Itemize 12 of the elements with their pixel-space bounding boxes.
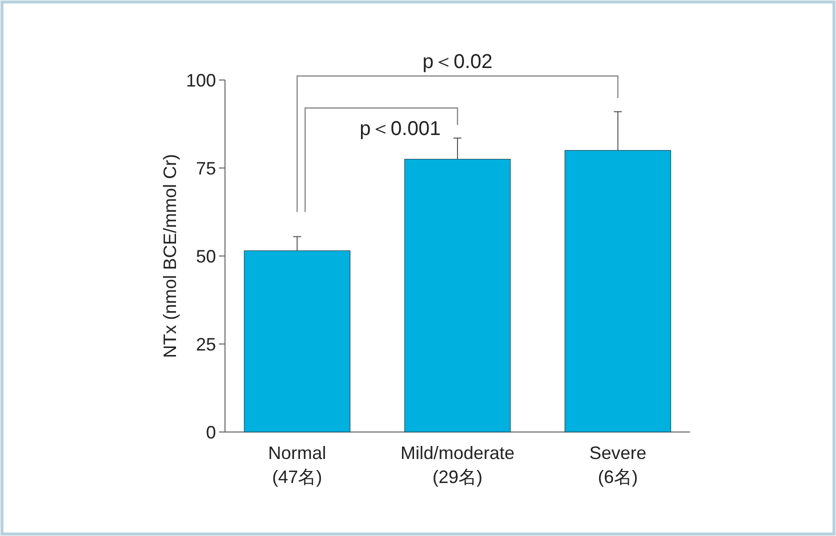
- x-tick-label: Severe (6名): [589, 443, 646, 487]
- y-tick-label: 25: [196, 334, 216, 354]
- y-tick-label: 0: [206, 422, 216, 442]
- y-axis-title: NTx (nmol BCE/mmol Cr): [160, 154, 180, 358]
- y-tick-label: 100: [186, 70, 216, 90]
- annotation: p＜0.001: [360, 118, 441, 140]
- x-tick-label: Mild/moderate (29名): [400, 443, 515, 487]
- y-tick-label: 50: [196, 246, 216, 266]
- bar: [244, 250, 350, 432]
- y-tick-label: 75: [196, 158, 216, 178]
- text: p＜0.02: [422, 51, 493, 73]
- x-tick-label: Normal (47名): [268, 443, 326, 487]
